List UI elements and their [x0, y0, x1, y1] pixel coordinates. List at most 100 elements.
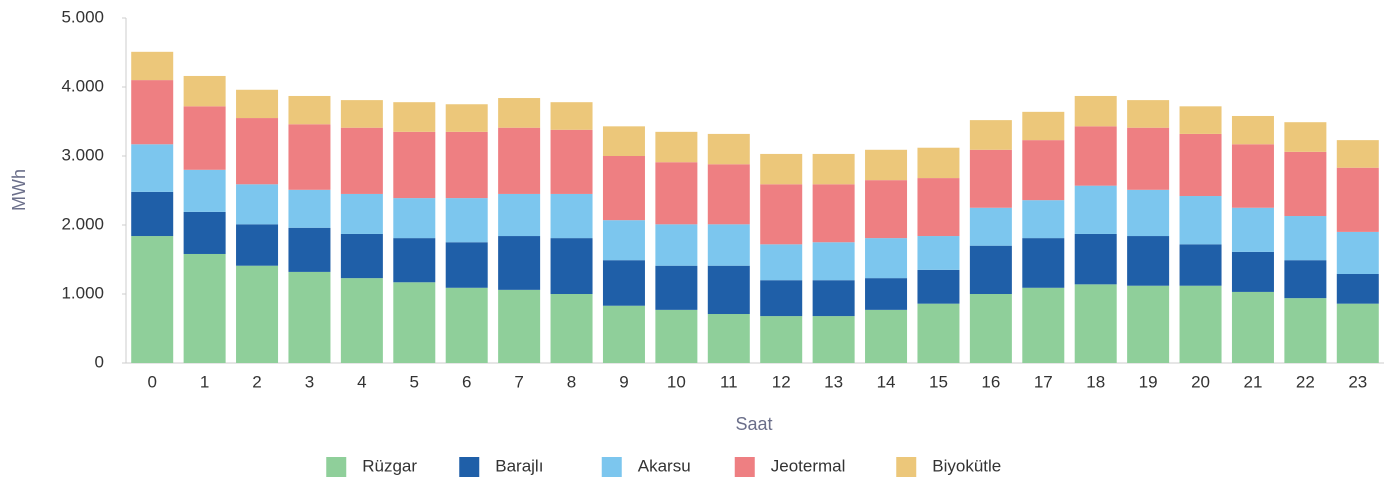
bar-segment	[498, 98, 541, 128]
bar-segment	[236, 89, 279, 119]
y-tick-label: 3.000	[61, 145, 104, 164]
x-tick-label: 1	[200, 372, 209, 391]
bar-segment	[917, 178, 960, 237]
bar-segment	[340, 278, 383, 363]
bar-segment	[969, 245, 1012, 294]
bar-segment	[393, 102, 436, 132]
bar-segment	[1284, 216, 1327, 261]
bar-segment	[1022, 111, 1065, 141]
bar-segment	[1022, 287, 1065, 363]
bar-segment	[1074, 284, 1117, 363]
legend-label[interactable]: Barajlı	[495, 456, 543, 475]
y-tick-label: 1.000	[61, 283, 104, 302]
y-tick-label: 5.000	[61, 7, 104, 26]
bar-segment	[236, 118, 279, 185]
bar-segment	[760, 153, 803, 185]
bar-segment	[602, 156, 645, 221]
bar-segment	[760, 316, 803, 363]
bar-segment	[602, 126, 645, 156]
bar-segment	[760, 280, 803, 317]
bar-segment	[1231, 251, 1274, 292]
bar-segment	[183, 106, 226, 170]
bar-segment	[969, 120, 1012, 150]
bar-segment	[707, 133, 750, 165]
legend-swatch[interactable]	[734, 457, 755, 477]
bar-segment	[340, 100, 383, 128]
legend-label[interactable]: Rüzgar	[362, 456, 417, 475]
legend-swatch[interactable]	[459, 457, 480, 477]
bar-segment	[288, 189, 331, 228]
bar-segment	[498, 289, 541, 363]
bar-segment	[1336, 167, 1379, 232]
bar-segment	[393, 198, 436, 239]
x-tick-label: 9	[619, 372, 628, 391]
x-tick-label: 18	[1086, 372, 1105, 391]
bar-segment	[498, 236, 541, 290]
legend-swatch[interactable]	[896, 457, 917, 477]
y-tick-label: 2.000	[61, 214, 104, 233]
bar-segment	[1284, 260, 1327, 299]
bar-segment	[1336, 140, 1379, 168]
bar-segment	[131, 51, 174, 81]
bar-segment	[655, 265, 698, 310]
x-tick-label: 4	[357, 372, 366, 391]
bar-segment	[602, 260, 645, 306]
bar-segment	[865, 180, 908, 239]
bar-segment	[393, 238, 436, 283]
bar-segment	[131, 236, 174, 363]
bar-segment	[550, 102, 593, 130]
bar-segment	[288, 271, 331, 363]
bar-segment	[917, 269, 960, 304]
bar-segment	[1127, 189, 1170, 237]
bar-segment	[131, 191, 174, 237]
bar-segment	[288, 95, 331, 125]
bar-segment	[917, 147, 960, 179]
x-tick-label: 20	[1191, 372, 1210, 391]
bar-segment	[655, 162, 698, 225]
bar-segment	[1127, 236, 1170, 286]
legend-label[interactable]: Akarsu	[638, 456, 691, 475]
bar-segment	[1127, 100, 1170, 128]
bar-segment	[340, 193, 383, 234]
legend-swatch[interactable]	[601, 457, 622, 477]
x-tick-label: 12	[772, 372, 791, 391]
bar-segment	[236, 184, 279, 225]
bar-segment	[812, 153, 855, 185]
bar-segment	[865, 309, 908, 363]
bar-segment	[602, 305, 645, 363]
bar-segment	[917, 236, 960, 270]
legend-swatch[interactable]	[326, 457, 347, 477]
bar-segment	[917, 303, 960, 363]
legend-label[interactable]: Jeotermal	[771, 456, 846, 475]
bar-segment	[865, 278, 908, 310]
x-tick-label: 21	[1243, 372, 1262, 391]
bar-segment	[812, 280, 855, 317]
bar-segment	[707, 265, 750, 315]
bar-segment	[236, 224, 279, 266]
bar-segment	[1179, 244, 1222, 286]
x-tick-label: 15	[929, 372, 948, 391]
bar-segment	[707, 314, 750, 363]
x-tick-label: 7	[514, 372, 523, 391]
x-tick-label: 5	[410, 372, 419, 391]
x-tick-label: 13	[824, 372, 843, 391]
bar-segment	[288, 227, 331, 272]
bar-segment	[550, 129, 593, 194]
bar-segment	[445, 131, 488, 199]
bar-segment	[707, 224, 750, 266]
bar-segment	[1022, 238, 1065, 288]
x-tick-label: 17	[1034, 372, 1053, 391]
bar-segment	[1231, 291, 1274, 363]
bar-segment	[445, 104, 488, 132]
bar-segment	[812, 316, 855, 363]
bar-segment	[340, 233, 383, 279]
x-tick-label: 0	[147, 372, 156, 391]
x-tick-label: 2	[252, 372, 261, 391]
bar-segment	[236, 265, 279, 363]
legend-label[interactable]: Biyokütle	[932, 456, 1001, 475]
bar-segment	[1284, 122, 1327, 152]
bar-segment	[550, 238, 593, 294]
bar-segment	[1336, 273, 1379, 304]
x-tick-label: 11	[720, 372, 738, 391]
